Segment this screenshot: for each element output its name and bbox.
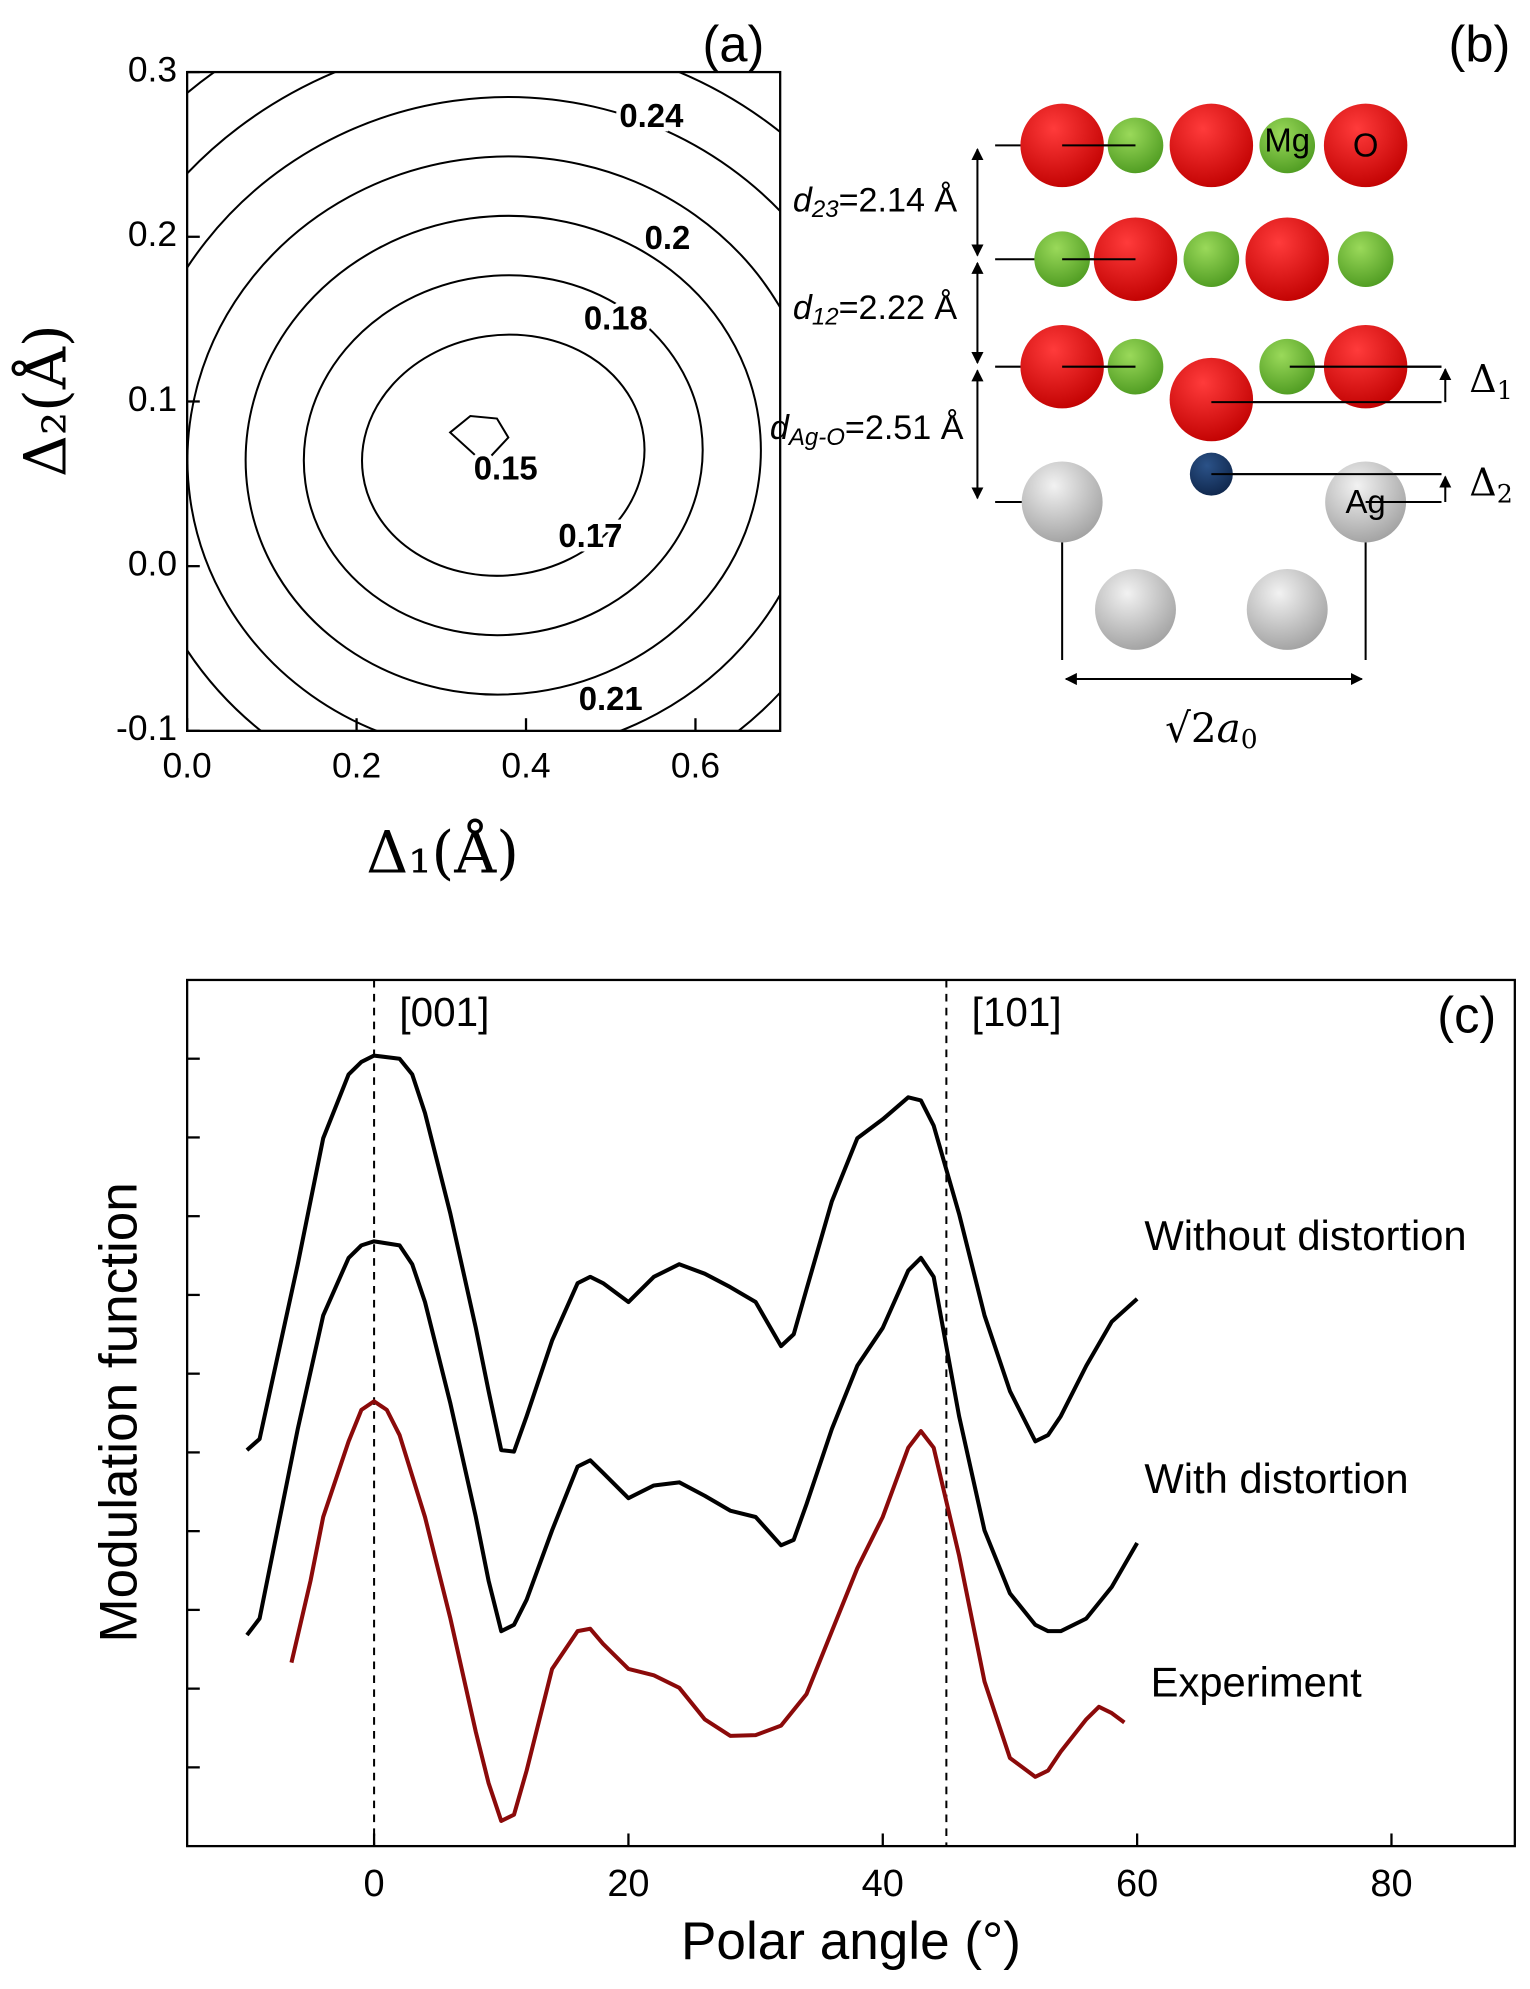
x-tick-label: 0.0 <box>163 745 212 785</box>
subscript: 12 <box>812 304 839 331</box>
contour-lines <box>187 72 781 731</box>
x-axis-label: Polar angle (°) <box>681 1912 1021 1971</box>
y-axis-label: Modulation function <box>90 1182 149 1642</box>
contour-label: 0.17 <box>558 517 622 554</box>
y-tick-label: 0.2 <box>128 214 177 254</box>
panel-label: (b) <box>1449 15 1511 72</box>
series-label: Without distortion <box>1144 1212 1466 1259</box>
atom-label: Ag <box>1346 483 1386 520</box>
x-tick-label: 0 <box>364 1863 385 1905</box>
suffix: =2.22 Å <box>839 289 958 327</box>
atom-label: Mg <box>1264 122 1310 159</box>
contour-line <box>244 214 762 696</box>
reference-label: [001] <box>399 989 489 1035</box>
x-tick-label: 80 <box>1370 1863 1412 1905</box>
contour-line <box>187 72 781 731</box>
y-tick-label: 0.3 <box>128 49 177 89</box>
x-tick-label: 0.4 <box>501 745 550 785</box>
contour-line <box>187 155 781 731</box>
reference-label: [101] <box>972 989 1062 1035</box>
contour-label: 0.18 <box>584 299 648 336</box>
spacing-label: d12=2.22 Å <box>793 289 958 331</box>
contour-line <box>302 274 704 637</box>
contour-label: 0.15 <box>474 449 538 486</box>
contour-line <box>361 333 646 577</box>
symbol: a <box>1217 703 1241 751</box>
spacing-label: d23=2.14 Å <box>793 181 958 223</box>
contour-label: 0.2 <box>645 219 691 256</box>
subscript: 1 <box>1497 376 1513 405</box>
x-axis-label: Δ₁(Å) <box>366 818 519 886</box>
series-line <box>289 1399 1126 1823</box>
root: √2 <box>1165 703 1217 751</box>
subscript: Ag-O <box>787 424 845 451</box>
contour-line <box>187 72 781 731</box>
contour-label: 0.24 <box>619 97 684 134</box>
subscript: 23 <box>811 197 839 224</box>
subscript: 2 <box>1497 480 1513 509</box>
x-tick-label: 40 <box>862 1863 904 1905</box>
symbol: d <box>793 181 813 219</box>
x-tick-label: 60 <box>1116 1863 1158 1905</box>
structure-diagram: (b) Mg O Ag d23=2.14 Å d12=2.22 Å dAg-O=… <box>770 15 1513 755</box>
series-label: With distortion <box>1144 1455 1408 1502</box>
series-line <box>245 1053 1139 1454</box>
y-tick-label: -0.1 <box>116 708 177 748</box>
y-tick-label: 0.0 <box>128 544 177 584</box>
plot-frame <box>186 70 782 732</box>
series-label: Experiment <box>1151 1659 1362 1706</box>
panel-label: (c) <box>1437 987 1496 1044</box>
symbol: Δ <box>1469 356 1496 400</box>
contour-label: 0.21 <box>579 680 643 717</box>
shift-label: Δ2 <box>1469 460 1512 509</box>
y-tick-label: 0.1 <box>128 379 177 419</box>
x-tick-label: 0.2 <box>332 745 381 785</box>
atoms <box>1020 103 1408 650</box>
y-axis-label: Δ₂(Å) <box>12 324 80 477</box>
width-label: √2a0 <box>1165 703 1258 755</box>
subscript: 0 <box>1241 724 1258 755</box>
spacing-label: dAg-O=2.51 Å <box>770 409 964 451</box>
atom-label: O <box>1353 127 1379 164</box>
x-tick-label: 0.6 <box>671 745 720 785</box>
series-line <box>245 1239 1139 1637</box>
suffix: =2.51 Å <box>845 409 964 447</box>
x-tick-label: 20 <box>607 1863 649 1905</box>
contour-line <box>187 72 781 731</box>
plot-frame <box>186 978 1516 1848</box>
contour-line <box>187 72 781 731</box>
suffix: =2.14 Å <box>839 181 958 219</box>
panel-label: (a) <box>702 15 764 72</box>
symbol: d <box>793 289 813 327</box>
symbol: Δ <box>1469 460 1496 504</box>
contour-line <box>187 96 781 731</box>
contour-line <box>448 414 510 459</box>
shift-label: Δ1 <box>1469 356 1512 405</box>
